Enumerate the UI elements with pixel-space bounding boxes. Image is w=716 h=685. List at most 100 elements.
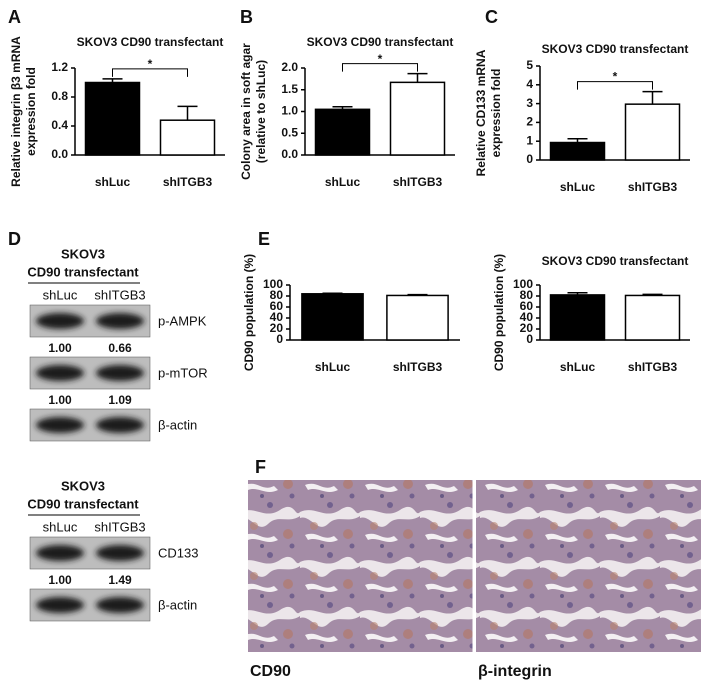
y-tick-label: 40 xyxy=(520,310,534,324)
y-tick-label: 100 xyxy=(513,277,533,291)
y-axis-label: expression fold xyxy=(489,69,503,158)
x-tick-label: shITGB3 xyxy=(628,360,678,374)
significance-label: * xyxy=(378,52,383,66)
panel-letter: A xyxy=(8,7,21,27)
x-tick-label: shITGB3 xyxy=(393,175,443,189)
y-tick-label: 100 xyxy=(263,277,283,291)
blot-band xyxy=(96,365,144,381)
y-tick-label: 2.0 xyxy=(281,60,298,74)
error-bar xyxy=(567,291,588,295)
y-tick-label: 20 xyxy=(520,321,534,335)
blot-band xyxy=(36,313,84,329)
blot-header: CD90 transfectant xyxy=(27,264,139,279)
x-tick-label: shITGB3 xyxy=(163,175,213,189)
x-tick-label: shLuc xyxy=(315,360,351,374)
significance-label: * xyxy=(613,70,618,84)
x-tick-label: shLuc xyxy=(560,360,596,374)
y-axis-label: CD90 population (%) xyxy=(242,254,256,371)
band-quantification: 1.00 xyxy=(48,393,72,407)
significance-label: * xyxy=(148,57,153,71)
significance-bracket xyxy=(577,81,653,90)
blot-label: p-AMPK xyxy=(158,313,207,328)
image-caption: β-integrin xyxy=(478,663,552,680)
blot-label: p-mTOR xyxy=(158,365,208,380)
chart-title: SKOV3 CD90 transfectant xyxy=(542,42,689,56)
error-bar xyxy=(407,72,428,83)
bar xyxy=(386,294,449,341)
error-bar xyxy=(102,78,123,83)
bar xyxy=(389,81,446,156)
y-axis-label: Relative CD133 mRNA xyxy=(474,49,488,176)
y-tick-label: 60 xyxy=(270,299,284,313)
y-axis-label: CD90 population (%) xyxy=(492,254,506,371)
panel-letter: B xyxy=(240,7,253,27)
y-tick-label: 80 xyxy=(520,288,534,302)
y-tick-label: 3 xyxy=(526,96,533,110)
y-tick-label: 2 xyxy=(526,115,533,129)
lane-label: shITGB3 xyxy=(94,519,145,534)
bar xyxy=(84,81,141,156)
band-quantification: 1.00 xyxy=(48,573,72,587)
y-tick-label: 20 xyxy=(270,321,284,335)
bar xyxy=(549,294,606,341)
y-tick-label: 0.5 xyxy=(281,125,298,139)
chart-title: SKOV3 CD90 transfectant xyxy=(542,254,689,268)
histology-image xyxy=(248,480,473,652)
bar xyxy=(624,294,681,341)
band-quantification: 1.00 xyxy=(48,341,72,355)
y-tick-label: 0 xyxy=(526,152,533,166)
panel-letter: E xyxy=(258,229,270,249)
bar xyxy=(314,108,371,156)
y-tick-label: 1.5 xyxy=(281,82,298,96)
band-quantification: 1.49 xyxy=(108,573,132,587)
blot-header: SKOV3 xyxy=(61,478,105,493)
y-tick-label: 4 xyxy=(526,77,533,91)
error-bar xyxy=(177,105,198,121)
y-tick-label: 1 xyxy=(526,133,533,147)
y-tick-label: 60 xyxy=(520,299,534,313)
y-tick-label: 0.8 xyxy=(51,89,68,103)
lane-label: shLuc xyxy=(43,519,78,534)
y-tick-label: 0 xyxy=(276,332,283,346)
blot-label: β-actin xyxy=(158,597,197,612)
error-bar xyxy=(642,90,663,105)
significance-bracket xyxy=(112,68,188,77)
blot-label: β-actin xyxy=(158,417,197,432)
y-tick-label: 80 xyxy=(270,288,284,302)
blot-header: CD90 transfectant xyxy=(27,496,139,511)
x-tick-label: shITGB3 xyxy=(393,360,443,374)
y-tick-label: 40 xyxy=(270,310,284,324)
y-axis-label: expression fold xyxy=(24,67,38,156)
y-tick-label: 0.4 xyxy=(51,118,68,132)
blot-band xyxy=(36,545,84,561)
panel-letter: D xyxy=(8,229,21,249)
y-tick-label: 0.0 xyxy=(281,147,298,161)
y-tick-label: 5 xyxy=(526,58,533,72)
chart-title: SKOV3 CD90 transfectant xyxy=(77,35,224,49)
y-tick-label: 0 xyxy=(526,332,533,346)
blot-band xyxy=(36,597,84,613)
y-tick-label: 1.2 xyxy=(51,60,68,74)
blot-header: SKOV3 xyxy=(61,246,105,261)
error-bar xyxy=(407,293,428,296)
blot-band xyxy=(96,545,144,561)
significance-bracket xyxy=(342,63,418,72)
image-caption: CD90 xyxy=(250,663,291,680)
y-axis-label: Colony area in soft agar xyxy=(239,43,253,180)
panel-letter: F xyxy=(255,457,266,477)
bar xyxy=(159,119,216,156)
bar xyxy=(301,293,364,341)
y-tick-label: 1.0 xyxy=(281,104,298,118)
bar xyxy=(624,103,681,161)
x-tick-label: shLuc xyxy=(95,175,131,189)
blot-band xyxy=(96,313,144,329)
bar xyxy=(549,141,606,161)
error-bar xyxy=(332,105,353,110)
blot-band xyxy=(96,597,144,613)
y-axis-label: (relative to shLuc) xyxy=(254,60,268,163)
x-tick-label: shLuc xyxy=(560,180,596,194)
chart-title: SKOV3 CD90 transfectant xyxy=(307,35,454,49)
y-tick-label: 0.0 xyxy=(51,147,68,161)
x-tick-label: shLuc xyxy=(325,175,361,189)
